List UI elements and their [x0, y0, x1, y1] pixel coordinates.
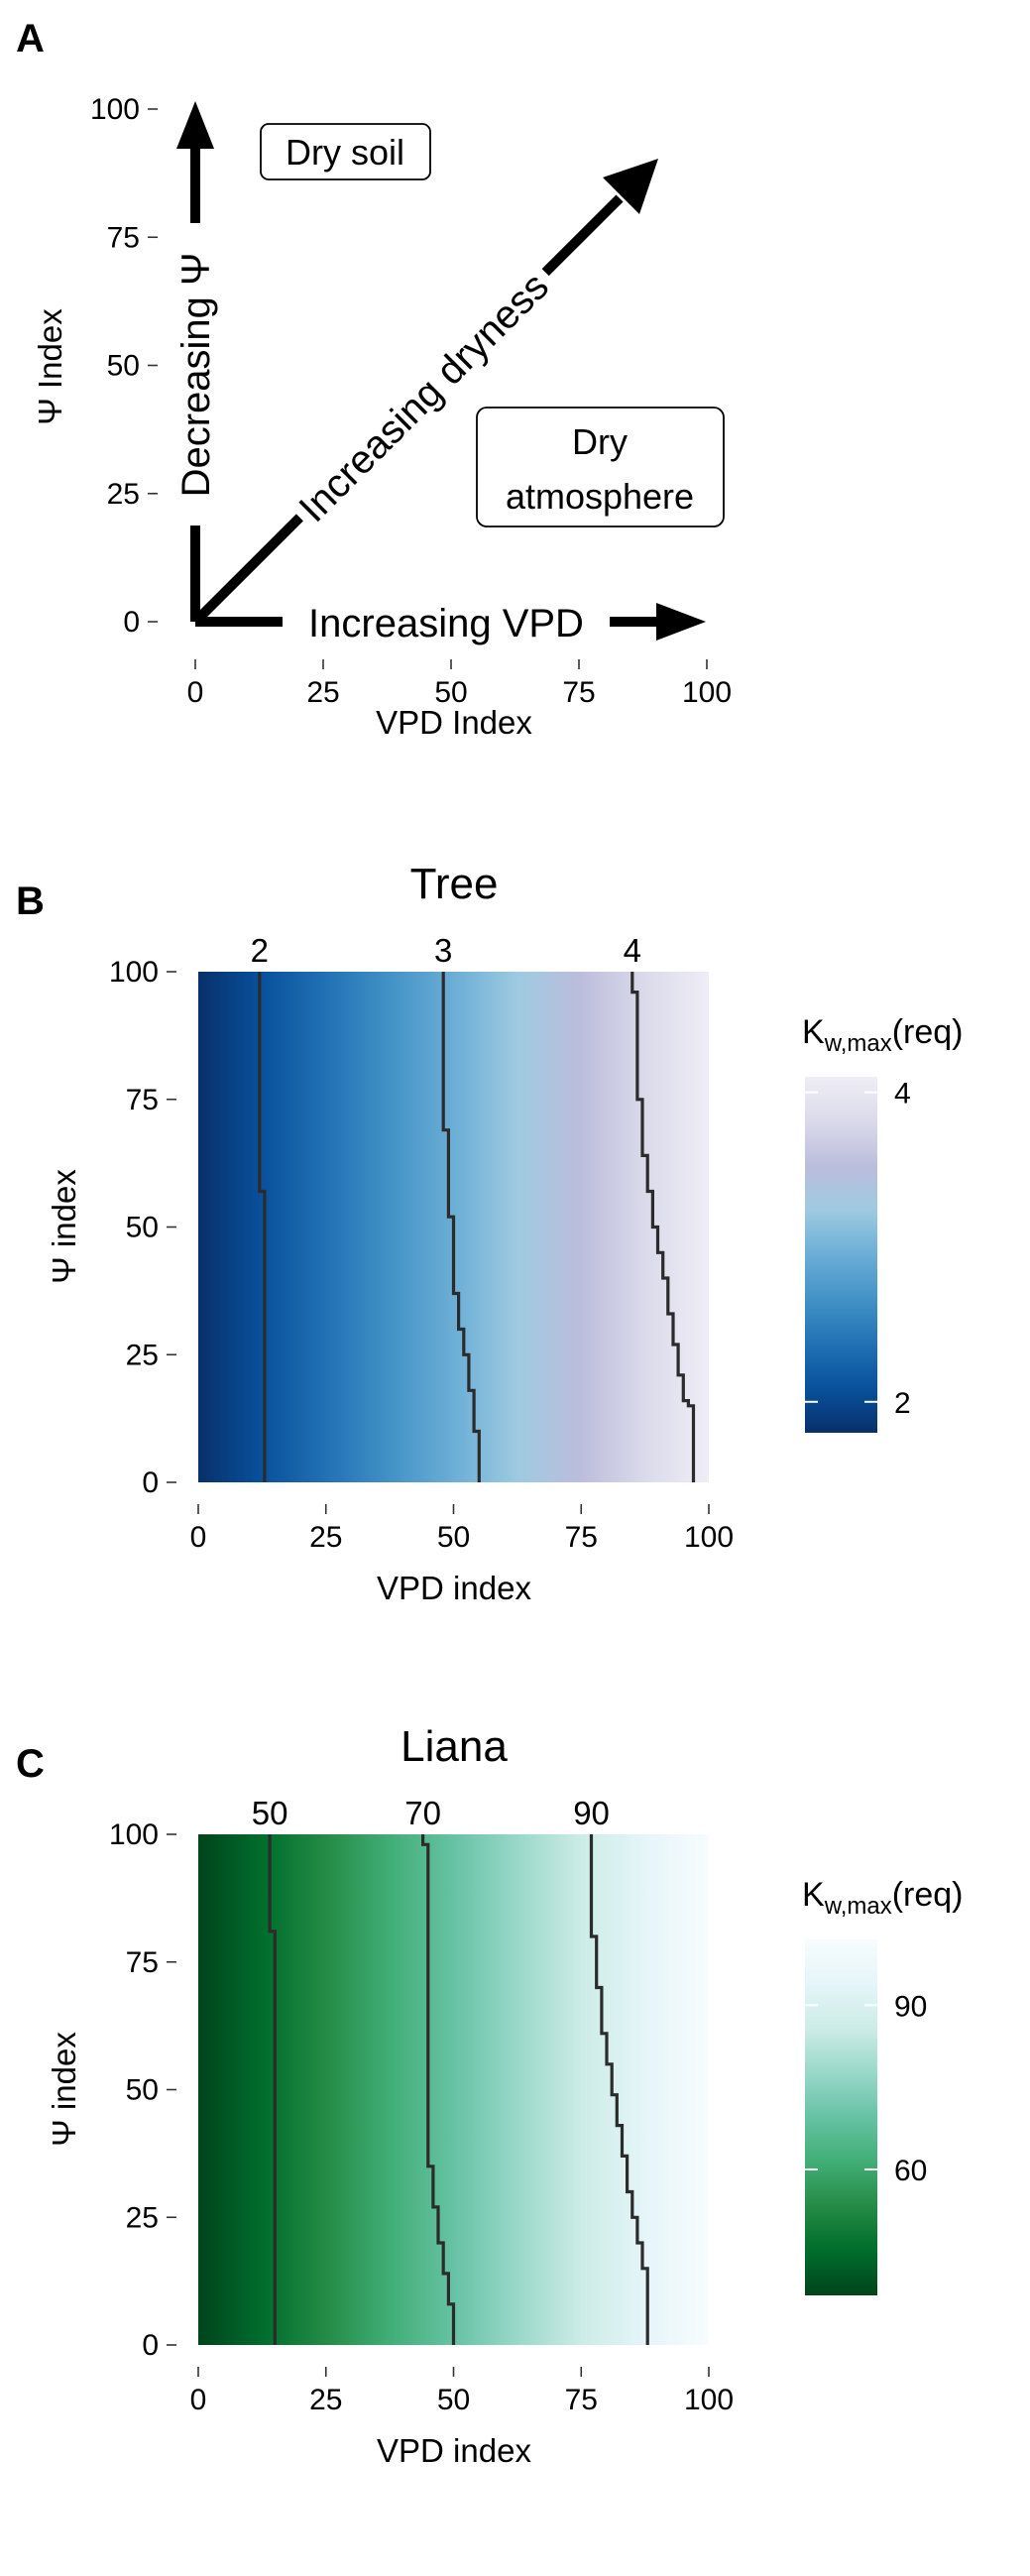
- panel-a-ytick-label: 0: [123, 606, 140, 639]
- liana-contour-line: [268, 1834, 277, 2345]
- panel-a-xtick-label: 25: [306, 676, 339, 709]
- panel-b-xtick-label: 75: [565, 1521, 598, 1554]
- panel-c-ytick-label: 100: [109, 1818, 159, 1851]
- dry-soil-label: Dry soil: [286, 132, 404, 173]
- panel-c-xtick-label: 50: [437, 2384, 470, 2416]
- panel-letter-c: C: [16, 1742, 45, 1786]
- panel-a-xlabel: VPD Index: [376, 704, 532, 741]
- panel-c-xtick-label: 0: [190, 2384, 207, 2416]
- panel-a-ylabel: Ψ Index: [32, 308, 68, 425]
- tree-contour-line: [258, 972, 267, 1482]
- panel-a-ytick-label: 75: [107, 221, 140, 254]
- tree-contour-label: 3: [434, 932, 452, 969]
- panel-a-axes: 0 25 50 75 100 0 25 50 75 100: [90, 93, 732, 709]
- panel-b-xlabel: VPD index: [377, 1570, 531, 1606]
- panel-b: B Tree 2 3 4 0 25 50 75 100 0 25 50 75 100 VPD inde…: [16, 860, 964, 1606]
- x-label-gap: [283, 593, 610, 648]
- panel-c-ylabel: Ψ index: [46, 2032, 82, 2147]
- panel-b-ytick-label: 75: [126, 1084, 159, 1116]
- liana-contour-line: [589, 1834, 649, 2345]
- panel-a-xtick-label: 100: [682, 676, 732, 709]
- panel-letter-b: B: [16, 879, 45, 923]
- colorbar-title-main: K: [802, 1876, 825, 1914]
- liana-colorbar-bar: [805, 1939, 877, 2295]
- y-arrow-head: [176, 101, 214, 149]
- diagonal-arrow-head: [603, 159, 658, 214]
- tree-colorbar-tick-label: 2: [894, 1387, 911, 1420]
- y-label-gap: [167, 223, 224, 526]
- tree-contour-line: [441, 972, 481, 1482]
- colorbar-title-sub: w,max: [824, 1030, 892, 1057]
- tree-contours: 2 3 4: [251, 932, 696, 1482]
- tree-colorbar-tick-label: 4: [894, 1078, 911, 1111]
- panel-c-axes: 0 25 50 75 100 0 25 50 75 100: [109, 1818, 734, 2416]
- dry-atmosphere-label-line2: atmosphere: [506, 476, 694, 517]
- panel-c-ytick-label: 75: [126, 1946, 159, 1979]
- panel-a-xtick-label: 50: [434, 676, 467, 709]
- panel-letter-a: A: [16, 17, 45, 60]
- diagonal-label-gap: [278, 250, 564, 536]
- tree-colorbar-bar: [805, 1077, 877, 1433]
- dry-atmosphere-box: [476, 407, 725, 527]
- tree-colorbar-title: Kw,max(req): [802, 1013, 964, 1057]
- x-arrow-head: [656, 603, 706, 641]
- panel-c-ytick-label: 50: [126, 2074, 159, 2107]
- colorbar-title-sub: w,max: [824, 1893, 892, 1920]
- panel-b-ytick-label: 50: [126, 1212, 159, 1244]
- panel-b-xtick-label: 100: [684, 1521, 734, 1554]
- tree-contour-label: 2: [251, 932, 269, 969]
- liana-colorbar-tick-label: 90: [894, 1990, 927, 2023]
- panel-a: A 0 25 50 75 100 0 25 50 75 100 VPD Index Ψ Index…: [16, 17, 732, 741]
- panel-c: C Liana 50 70 90 0 25 50 75 100 0 25 50 75 100 VPD …: [16, 1722, 964, 2469]
- colorbar-title-suffix: (req): [892, 1013, 964, 1051]
- panel-c-xtick-label: 75: [565, 2384, 598, 2416]
- liana-contour-label: 70: [404, 1795, 441, 1831]
- liana-colorbar-tick-label: 60: [894, 2155, 927, 2187]
- panel-c-ytick-label: 25: [126, 2201, 159, 2234]
- panel-a-ytick-label: 25: [107, 478, 140, 511]
- panel-c-xlabel: VPD index: [377, 2432, 531, 2469]
- dry-soil-box: [260, 123, 431, 180]
- panel-b-ytick-label: 25: [126, 1339, 159, 1371]
- liana-heatmap: [198, 1834, 709, 2345]
- liana-contour-label: 90: [573, 1795, 610, 1831]
- panel-b-ytick-label: 0: [142, 1466, 159, 1499]
- panel-c-ytick-label: 0: [142, 2329, 159, 2362]
- panel-b-xtick-label: 25: [309, 1521, 342, 1554]
- tree-contour-line: [630, 972, 696, 1482]
- panel-c-xtick-label: 25: [309, 2384, 342, 2416]
- panel-a-ytick-label: 100: [90, 93, 140, 126]
- panel-c-title: Liana: [401, 1722, 508, 1771]
- colorbar-title-main: K: [802, 1013, 825, 1051]
- panel-a-xtick-label: 75: [562, 676, 595, 709]
- panel-c-xtick-label: 100: [684, 2384, 734, 2416]
- panel-b-ylabel: Ψ index: [46, 1169, 82, 1284]
- dry-atmosphere-label-line1: Dry: [572, 421, 628, 462]
- y-arrow-label: Decreasing Ψ: [174, 253, 218, 498]
- panel-b-axes: 0 25 50 75 100 0 25 50 75 100: [109, 956, 734, 1554]
- panel-b-xtick-label: 50: [437, 1521, 470, 1554]
- tree-contour-label: 4: [624, 932, 641, 969]
- x-arrow-label: Increasing VPD: [308, 602, 584, 645]
- panel-b-xtick-label: 0: [190, 1521, 207, 1554]
- liana-contours: 50 70 90: [252, 1795, 649, 2345]
- liana-contour-label: 50: [252, 1795, 288, 1831]
- liana-contour-line: [421, 1834, 456, 2345]
- liana-colorbar: Kw,max(req) 60 90: [802, 1876, 964, 2295]
- panel-a-ytick-label: 50: [107, 350, 140, 383]
- panel-b-title: Tree: [410, 860, 499, 908]
- colorbar-title-suffix: (req): [892, 1876, 964, 1914]
- liana-colorbar-title: Kw,max(req): [802, 1876, 964, 1920]
- panel-b-ytick-label: 100: [109, 956, 159, 989]
- tree-colorbar: Kw,max(req) 2 4: [802, 1013, 964, 1433]
- panel-a-xtick-label: 0: [187, 676, 204, 709]
